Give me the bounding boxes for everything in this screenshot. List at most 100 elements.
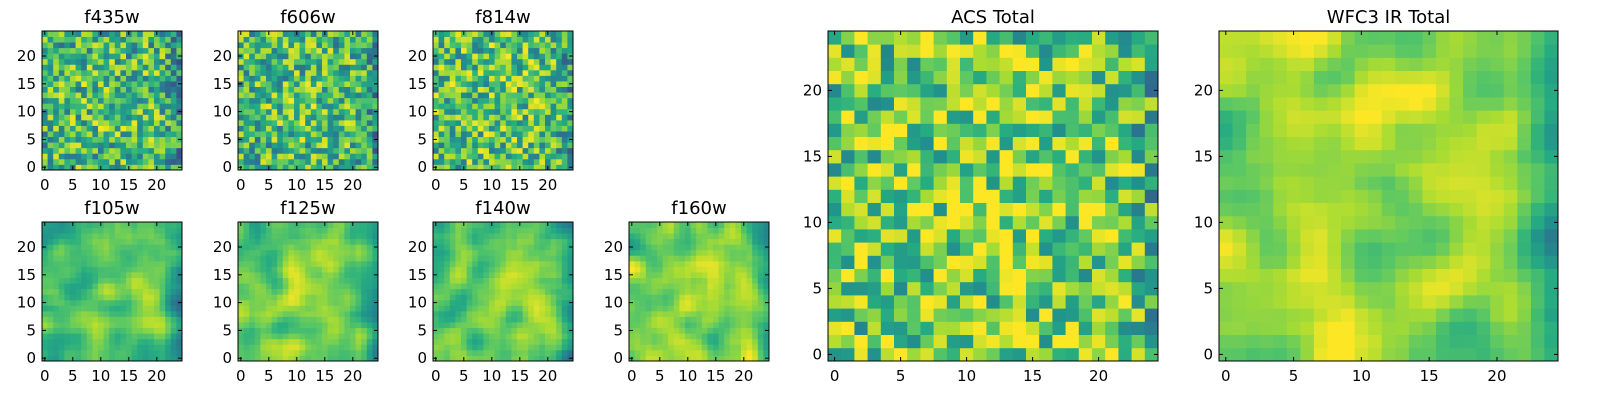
heatmap-cell — [713, 299, 719, 306]
heatmap-cell — [126, 299, 132, 306]
heatmap-cell — [249, 147, 256, 154]
heatmap-cell — [92, 97, 99, 104]
heatmap-cell — [735, 244, 742, 251]
heatmap-cell — [310, 333, 317, 340]
heatmap-cell — [960, 334, 974, 349]
heatmap-cell — [741, 299, 747, 306]
heatmap-cell — [131, 272, 138, 278]
heatmap-cell — [444, 97, 451, 104]
heatmap-cell — [696, 327, 703, 334]
heatmap-cell — [986, 255, 1000, 269]
heatmap-cell — [64, 272, 71, 278]
heatmap-cell — [81, 322, 88, 329]
heatmap-cell — [657, 227, 663, 234]
heatmap-cell — [1078, 268, 1093, 283]
heatmap-cell — [372, 255, 379, 262]
heatmap-cell — [567, 349, 574, 356]
heatmap-cell — [170, 244, 177, 251]
heatmap-cell — [763, 338, 770, 345]
heatmap-cell — [299, 42, 306, 49]
heatmap-cell — [707, 305, 714, 312]
heatmap-cell — [260, 338, 267, 345]
heatmap-cell — [53, 164, 60, 171]
heatmap-cell — [438, 47, 445, 54]
heatmap-cell — [260, 164, 267, 171]
heatmap-cell — [1039, 202, 1053, 217]
heatmap-cell — [282, 114, 289, 121]
heatmap-cell — [70, 75, 76, 82]
heatmap-cell — [322, 294, 328, 301]
heatmap-cell — [828, 268, 842, 283]
heatmap-cell — [640, 316, 647, 323]
heatmap-cell — [1078, 334, 1093, 349]
heatmap-cell — [277, 238, 284, 245]
heatmap-cell — [500, 47, 507, 54]
heatmap-cell — [142, 36, 149, 43]
heatmap-cell — [500, 86, 507, 93]
heatmap-cell — [64, 266, 71, 273]
heatmap-cell — [42, 42, 48, 49]
heatmap-cell — [477, 69, 484, 76]
heatmap-cell — [271, 136, 278, 143]
heatmap-cell — [64, 125, 71, 132]
heatmap-cell — [282, 103, 289, 110]
heatmap-cell — [561, 333, 568, 340]
heatmap-cell — [1026, 176, 1040, 190]
heatmap-cell — [75, 288, 82, 295]
heatmap-cell — [299, 310, 306, 317]
heatmap-cell — [58, 333, 65, 340]
heatmap-cell — [472, 249, 479, 256]
heatmap-cell — [696, 266, 703, 273]
heatmap-cell — [550, 288, 557, 295]
heatmap-cell — [327, 255, 334, 262]
heatmap-cell — [489, 158, 495, 165]
heatmap-cell — [433, 344, 439, 351]
heatmap-cell — [176, 338, 183, 345]
heatmap-cell — [545, 75, 551, 82]
heatmap-cell — [685, 283, 691, 290]
heatmap-cell — [355, 131, 362, 138]
heatmap-cell — [556, 97, 563, 104]
heatmap-cell — [461, 305, 467, 312]
heatmap-cell — [322, 47, 328, 54]
heatmap-cell — [305, 244, 312, 251]
heatmap-cell — [920, 347, 934, 362]
heatmap-cell — [1012, 163, 1027, 177]
heatmap-cell — [165, 142, 172, 149]
heatmap-cell — [277, 53, 284, 60]
heatmap-cell — [1105, 321, 1119, 335]
heatmap-cell — [103, 310, 110, 317]
heatmap-cell — [310, 36, 317, 43]
heatmap-cell — [249, 58, 256, 65]
heatmap-cell — [366, 142, 373, 149]
heatmap-cell — [114, 69, 121, 76]
axes-frame — [237, 221, 379, 362]
heatmap-cell — [148, 158, 155, 165]
heatmap-cell — [81, 316, 88, 323]
heatmap-cell — [47, 327, 54, 334]
heatmap-cell — [271, 310, 278, 317]
heatmap-cell — [461, 47, 467, 54]
heatmap-cell — [1065, 229, 1080, 243]
heatmap-cell — [729, 316, 736, 323]
heatmap-cell — [561, 108, 568, 115]
heatmap-cell — [522, 227, 529, 234]
heatmap-cell — [350, 233, 356, 240]
heatmap-cell — [86, 114, 93, 121]
heatmap-cell — [477, 266, 484, 273]
heatmap-cell — [282, 164, 289, 171]
heatmap-cell — [243, 316, 250, 323]
heatmap-cell — [176, 277, 183, 284]
heatmap-cell — [477, 238, 484, 245]
x-tick-label: 0 — [40, 367, 50, 385]
heatmap-cell — [305, 31, 312, 37]
heatmap-cell — [361, 294, 368, 301]
heatmap-cell — [322, 238, 328, 245]
heatmap-cell — [131, 108, 138, 115]
heatmap-cell — [299, 136, 306, 143]
heatmap-cell — [444, 277, 451, 284]
heatmap-cell — [254, 136, 261, 143]
heatmap-cell — [528, 108, 535, 115]
heatmap-cell — [561, 136, 568, 143]
heatmap-cell — [64, 294, 71, 301]
